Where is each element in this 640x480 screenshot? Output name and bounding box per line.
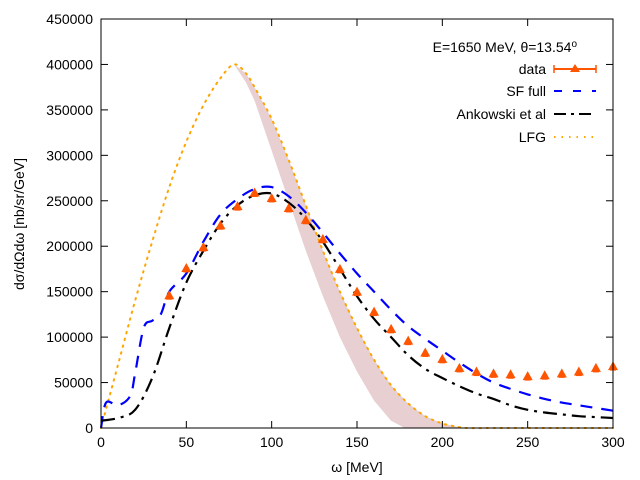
series-sf-full-line: [99, 185, 614, 429]
y-tick-label: 400000: [46, 56, 93, 72]
legend-swatch-data: [553, 64, 597, 73]
data-point: [437, 353, 448, 363]
data-point: [369, 306, 380, 316]
legend-label-lfg: LFG: [519, 129, 546, 145]
data-point: [198, 242, 209, 252]
x-tick-label: 250: [516, 434, 540, 450]
y-tick-label: 450000: [46, 11, 93, 27]
data-point: [300, 214, 311, 224]
data-point: [471, 366, 482, 376]
x-tick-label: 50: [179, 434, 195, 450]
y-tick-label: 350000: [46, 102, 93, 118]
x-tick-label: 200: [431, 434, 455, 450]
band-layer: [101, 64, 468, 429]
ticks-layer: 0 50 100 150 200 250 300 0 50000 100000 150000 2000…: [46, 11, 625, 450]
y-tick-label: 100000: [46, 329, 93, 345]
data-point: [181, 262, 192, 272]
chart-title: E=1650 MeV, θ=13.54o: [433, 39, 578, 55]
legend-label-sf-full: SF full: [506, 83, 546, 99]
data-point: [539, 370, 550, 380]
y-tick-label: 250000: [46, 193, 93, 209]
data-point: [334, 263, 345, 273]
x-tick-label: 100: [260, 434, 284, 450]
x-tick-label: 300: [601, 434, 625, 450]
data-point: [488, 368, 499, 378]
y-tick-label: 150000: [46, 284, 93, 300]
x-tick-label: 150: [345, 434, 369, 450]
data-point: [266, 192, 277, 202]
legend: E=1650 MeV, θ=13.54o data SF full Ankows…: [433, 39, 597, 145]
legend-label-data: data: [519, 61, 546, 77]
series-layer: [99, 63, 618, 430]
x-axis-label: ω [MeV]: [331, 459, 382, 475]
series-data: [164, 187, 618, 381]
data-point: [249, 187, 260, 197]
chart-title-main: E=1650 MeV, θ=13.54: [433, 39, 572, 55]
y-tick-label: 300000: [46, 147, 93, 163]
y-tick-label: 200000: [46, 238, 93, 254]
data-point: [164, 290, 175, 300]
data-point: [352, 286, 362, 296]
lfg-uncertainty-band: [101, 64, 468, 429]
data-point: [386, 323, 397, 333]
series-ankowski-et-al-line: [100, 191, 614, 422]
data-point: [573, 366, 584, 376]
y-axis-label: dσ/dΩdω [nb/sr/GeV]: [11, 158, 27, 290]
x-tick-label: 0: [97, 434, 105, 450]
data-point: [590, 362, 601, 372]
data-point: [454, 362, 465, 372]
chart-title-sup: o: [571, 39, 577, 50]
data-point: [317, 233, 328, 243]
y-tick-label: 0: [85, 420, 93, 436]
data-point: [283, 202, 294, 212]
y-tick-label: 50000: [54, 375, 93, 391]
data-point: [420, 347, 431, 357]
data-point: [232, 201, 243, 211]
data-point: [556, 368, 567, 378]
data-point: [522, 371, 533, 381]
legend-label-ankowski: Ankowski et al: [457, 106, 546, 122]
data-point: [215, 220, 226, 230]
data-point: [505, 369, 516, 379]
series-lfg-line: [100, 63, 614, 430]
data-point: [403, 335, 414, 345]
